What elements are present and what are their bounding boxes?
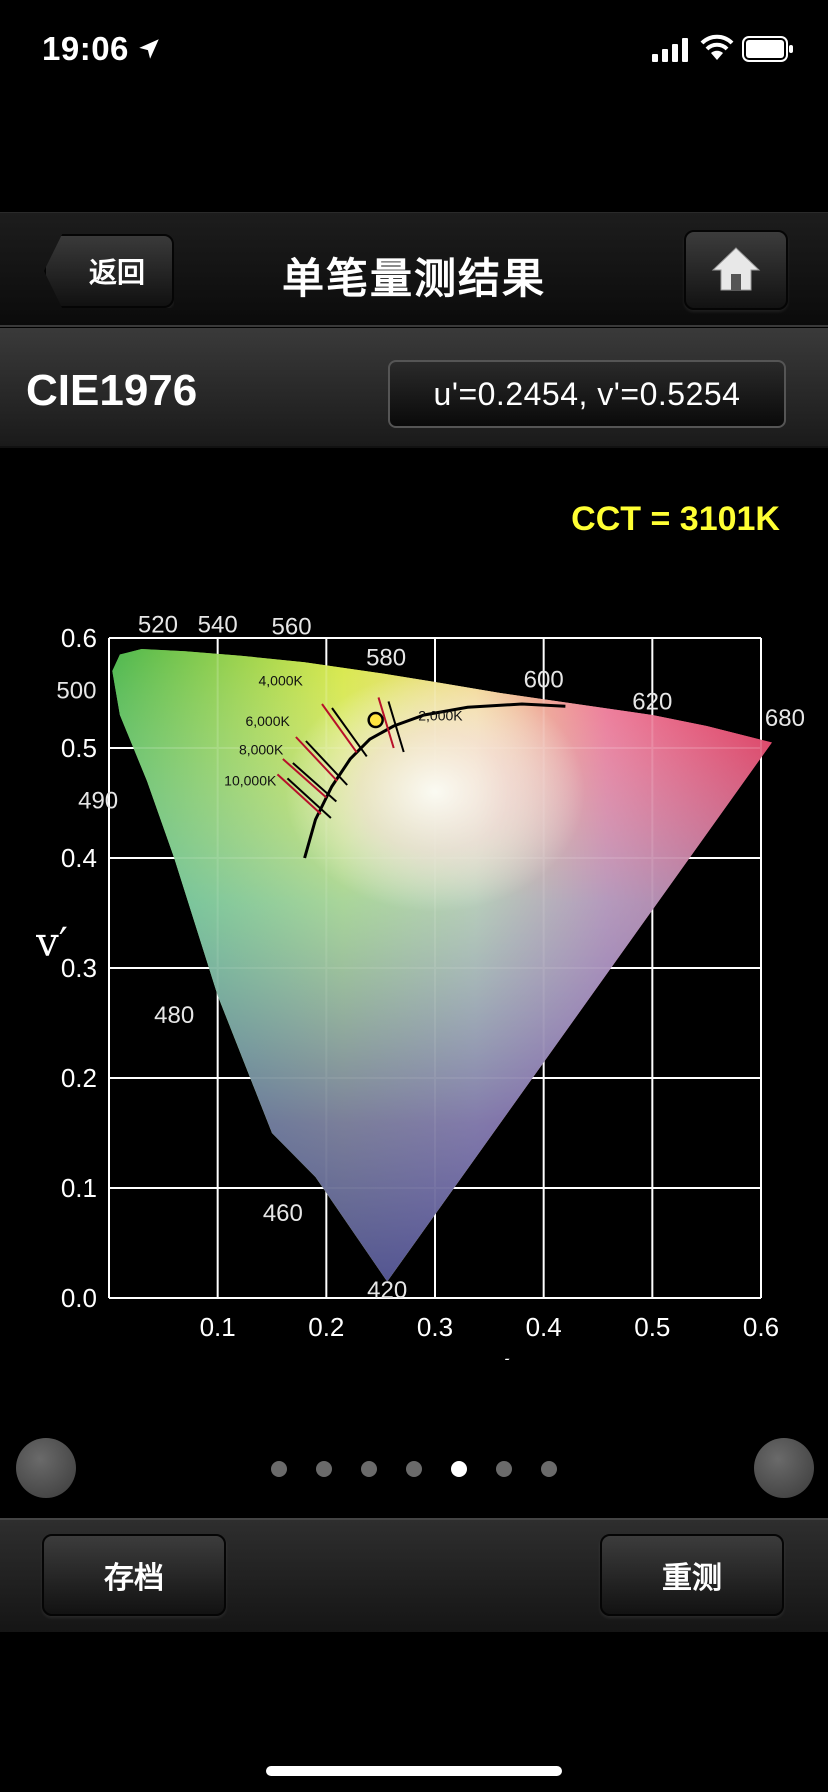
isotherm-line-dark <box>292 762 337 803</box>
x-tick-label: 0.3 <box>417 1312 453 1342</box>
isotherm-line <box>321 703 358 753</box>
cct-readout: CCT = 3101K <box>571 500 780 538</box>
measured-point-marker <box>367 711 384 729</box>
wavelength-label: 560 <box>272 614 312 641</box>
y-tick-label: 0.1 <box>61 1173 97 1203</box>
y-tick-label: 0.2 <box>61 1063 97 1093</box>
wavelength-label: 580 <box>366 645 406 672</box>
x-tick-label: 0.1 <box>200 1312 236 1342</box>
home-button[interactable] <box>684 230 788 310</box>
chart-header-bar: CIE1976 u'=0.2454, v'=0.5254 <box>0 328 828 448</box>
page-indicator[interactable] <box>0 1461 828 1477</box>
save-button[interactable]: 存档 <box>42 1534 226 1616</box>
white-point-glow-overlay <box>285 672 585 912</box>
page-left-button[interactable] <box>16 1438 76 1498</box>
isotherm-line <box>377 697 395 749</box>
navigation-bar: 返回 单笔量测结果 <box>0 212 828 327</box>
wavelength-label: 520 <box>138 612 178 639</box>
isotherm-line-dark <box>305 740 348 786</box>
isotherm-label: 4,000K <box>259 672 304 688</box>
y-tick-label: 0.3 <box>61 953 97 983</box>
cie1976-chart: 0.1 0.2 0.3 0.4 0.5 0.6 0.0 0.1 0.2 0.3 0.4 0.5 0.6 u… <box>35 612 805 1361</box>
remeasure-button[interactable]: 重测 <box>600 1534 784 1616</box>
planckian-locus <box>303 702 566 859</box>
wavelength-label: 620 <box>632 689 672 716</box>
status-time: 19:06 <box>42 30 129 67</box>
page-dot[interactable] <box>361 1461 377 1477</box>
page-dot[interactable] <box>316 1461 332 1477</box>
y-axis-label: v′ <box>35 920 68 966</box>
isotherm-line-dark <box>331 707 368 757</box>
location-arrow-icon <box>139 39 159 59</box>
x-tick-label: 0.5 <box>634 1312 670 1342</box>
isotherm-line-dark <box>286 777 332 819</box>
wavelength-label: 680 <box>765 705 805 732</box>
page-dot[interactable] <box>271 1461 287 1477</box>
status-bar: 19:06 <box>0 0 828 100</box>
isotherm-label: 2,000K <box>418 708 463 724</box>
wavelength-label: 480 <box>154 1002 194 1029</box>
isotherm-label: 8,000K <box>239 742 284 758</box>
y-tick-label: 0.4 <box>61 843 97 873</box>
page-dot[interactable] <box>451 1461 467 1477</box>
page-title: 单笔量测结果 <box>281 255 546 302</box>
bottom-toolbar: 存档 重测 <box>0 1518 828 1632</box>
x-tick-label: 0.4 <box>526 1312 562 1342</box>
wifi-icon <box>700 34 734 60</box>
isotherm-line <box>282 758 327 799</box>
back-button[interactable]: 返回 <box>44 234 174 308</box>
isotherm-line <box>295 736 338 782</box>
page-dot[interactable] <box>406 1461 422 1477</box>
x-tick-label: 0.6 <box>743 1312 779 1342</box>
page-dot[interactable] <box>496 1461 512 1477</box>
y-tick-label: 0.6 <box>61 623 97 653</box>
page-dot[interactable] <box>541 1461 557 1477</box>
battery-icon <box>742 36 793 62</box>
isotherm-label: 6,000K <box>245 713 290 729</box>
chart-name-label: CIE1976 <box>26 366 198 415</box>
isotherm-label: 10,000K <box>224 772 277 788</box>
x-tick-label: 0.2 <box>308 1312 344 1342</box>
cellular-signal-icon <box>652 38 688 62</box>
isotherm-line-dark <box>387 701 405 753</box>
wavelength-label: 540 <box>198 612 238 639</box>
y-tick-label: 0.5 <box>61 733 97 763</box>
wavelength-label: 500 <box>56 678 96 705</box>
uv-readout: u'=0.2454, v'=0.5254 <box>388 360 786 428</box>
y-tick-label: 0.0 <box>61 1283 97 1313</box>
home-indicator[interactable] <box>266 1766 562 1776</box>
isotherm-line <box>276 773 322 815</box>
wavelength-label: 460 <box>263 1200 303 1227</box>
back-button-label: 返回 <box>88 257 145 288</box>
x-axis-label: u′ <box>476 1352 511 1360</box>
wavelength-label: 420 <box>367 1277 407 1304</box>
home-icon <box>711 247 761 291</box>
wavelength-label: 600 <box>524 667 564 694</box>
wavelength-label: 490 <box>78 788 118 815</box>
spectral-locus-overlay-shade <box>112 649 772 1282</box>
page-right-button[interactable] <box>754 1438 814 1498</box>
